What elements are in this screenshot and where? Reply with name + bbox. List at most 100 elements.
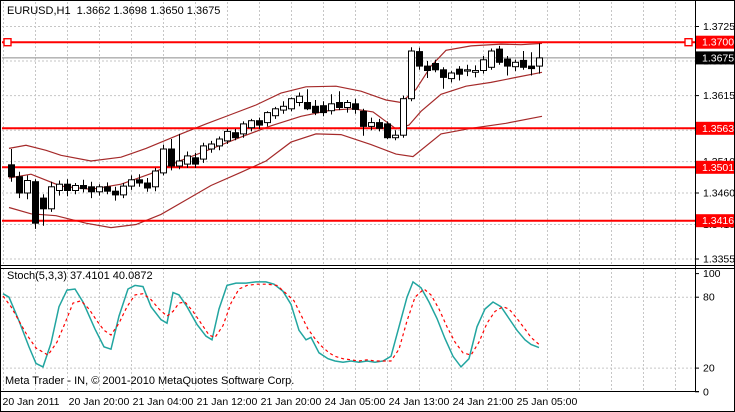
candle — [320, 101, 327, 117]
bull-candle-body — [488, 50, 495, 68]
time-axis: 20 Jan 2011 20 Jan 20:00 21 Jan 04:00 21 Ja… — [2, 396, 577, 408]
candle — [8, 149, 15, 182]
time-tick-label: 21 Jan 04:00 — [133, 396, 194, 408]
bear-candle-body — [360, 110, 367, 127]
candle — [144, 178, 151, 192]
candle — [248, 118, 255, 132]
candle — [88, 181, 95, 199]
bear-candle-body — [88, 186, 95, 193]
bull-candle-body — [392, 134, 399, 139]
bear-candle-body — [520, 59, 527, 68]
price-tick-label: 1.3355 — [703, 254, 735, 266]
candle — [232, 128, 239, 141]
price-tick-label: 1.3460 — [703, 188, 735, 200]
price-tag-text: 1.3700 — [702, 37, 734, 49]
stochastic-indicator-label: Stoch(5,3,3) 37.4101 40.0872 — [7, 270, 153, 282]
bear-candle-body — [112, 190, 119, 196]
candle — [304, 89, 311, 111]
candle — [456, 66, 463, 81]
bull-candle-body — [216, 138, 223, 147]
candle — [224, 128, 231, 144]
upper-band-line — [8, 42, 543, 162]
bull-candle-body — [464, 69, 471, 72]
horizontal-line-1.3700[interactable] — [2, 38, 695, 47]
price-tag-text: 1.3675 — [702, 52, 734, 64]
candle — [528, 52, 535, 76]
bear-candle-body — [256, 120, 263, 126]
bear-candle-body — [80, 185, 87, 190]
bull-candle-body — [248, 120, 255, 129]
stochastic-main-line — [2, 280, 540, 369]
stoch-tick-label: 100 — [703, 268, 721, 280]
bull-candle-body — [328, 103, 335, 112]
bear-candle-body — [40, 197, 47, 210]
bear-candle-body — [32, 181, 39, 224]
bull-candle-body — [408, 50, 415, 100]
candle — [128, 175, 135, 190]
bull-candle-body — [368, 122, 375, 127]
candle — [256, 117, 263, 129]
price-tag-text: 1.3563 — [702, 123, 734, 135]
panel-splitter[interactable] — [1, 265, 735, 269]
bull-candle-body — [296, 95, 303, 103]
time-tick-label: 20 Jan 2011 — [2, 396, 59, 408]
bull-candle-body — [160, 148, 167, 174]
candle — [312, 100, 319, 116]
bear-candle-body — [456, 68, 463, 75]
candle — [368, 117, 375, 131]
candle — [64, 179, 71, 197]
bull-candle-body — [152, 170, 159, 188]
bull-candle-body — [288, 98, 295, 110]
bear-candle-body — [320, 105, 327, 114]
price-tag-text: 1.3501 — [702, 162, 734, 174]
candle — [272, 106, 279, 119]
candle — [488, 48, 495, 70]
candle — [152, 167, 159, 192]
candle — [384, 121, 391, 139]
stoch-tick-label: 80 — [703, 292, 715, 304]
price-tag-1.3675: 1.3675 — [696, 51, 734, 65]
bear-candle-body — [64, 183, 71, 191]
candle — [472, 65, 479, 78]
bear-candle-body — [304, 102, 311, 110]
candle — [352, 98, 359, 114]
bear-candle-body — [336, 102, 343, 108]
time-tick-label: 24 Jan 21:00 — [453, 396, 514, 408]
time-tick-label: 21 Jan 12:00 — [197, 396, 258, 408]
candle — [520, 51, 527, 70]
candle — [176, 133, 183, 170]
bull-candle-body — [96, 186, 103, 193]
line-handle-left[interactable] — [3, 38, 12, 47]
candle — [200, 142, 207, 163]
bull-candle-body — [120, 185, 127, 196]
candle — [16, 171, 23, 199]
time-tick-label: 21 Jan 20:00 — [261, 396, 322, 408]
chart-title: EURUSD,H1 1.3662 1.3698 1.3650 1.3675 — [7, 5, 221, 17]
candle — [296, 92, 303, 107]
price-tag-1.3501: 1.3501 — [696, 160, 734, 174]
bear-candle-body — [352, 103, 359, 110]
candle — [480, 56, 487, 74]
bull-candle-body — [536, 57, 543, 67]
candle — [264, 111, 271, 127]
candle — [336, 91, 343, 111]
bull-candle-body — [344, 102, 351, 108]
price-tick-label: 1.3615 — [703, 90, 735, 102]
bear-candle-body — [432, 63, 439, 71]
lower-band-line — [8, 115, 543, 229]
candle — [496, 45, 503, 65]
bull-candle-body — [240, 123, 247, 135]
bear-candle-body — [528, 65, 535, 70]
candle — [104, 182, 111, 195]
price-gridlines — [2, 26, 695, 369]
bull-candle-body — [480, 59, 487, 71]
bull-candle-body — [184, 155, 191, 165]
bear-candle-body — [192, 157, 199, 165]
bull-candle-body — [280, 105, 287, 111]
line-handle-right[interactable] — [684, 38, 693, 47]
bull-candle-body — [128, 179, 135, 187]
candle — [536, 43, 543, 74]
candle — [432, 59, 439, 73]
